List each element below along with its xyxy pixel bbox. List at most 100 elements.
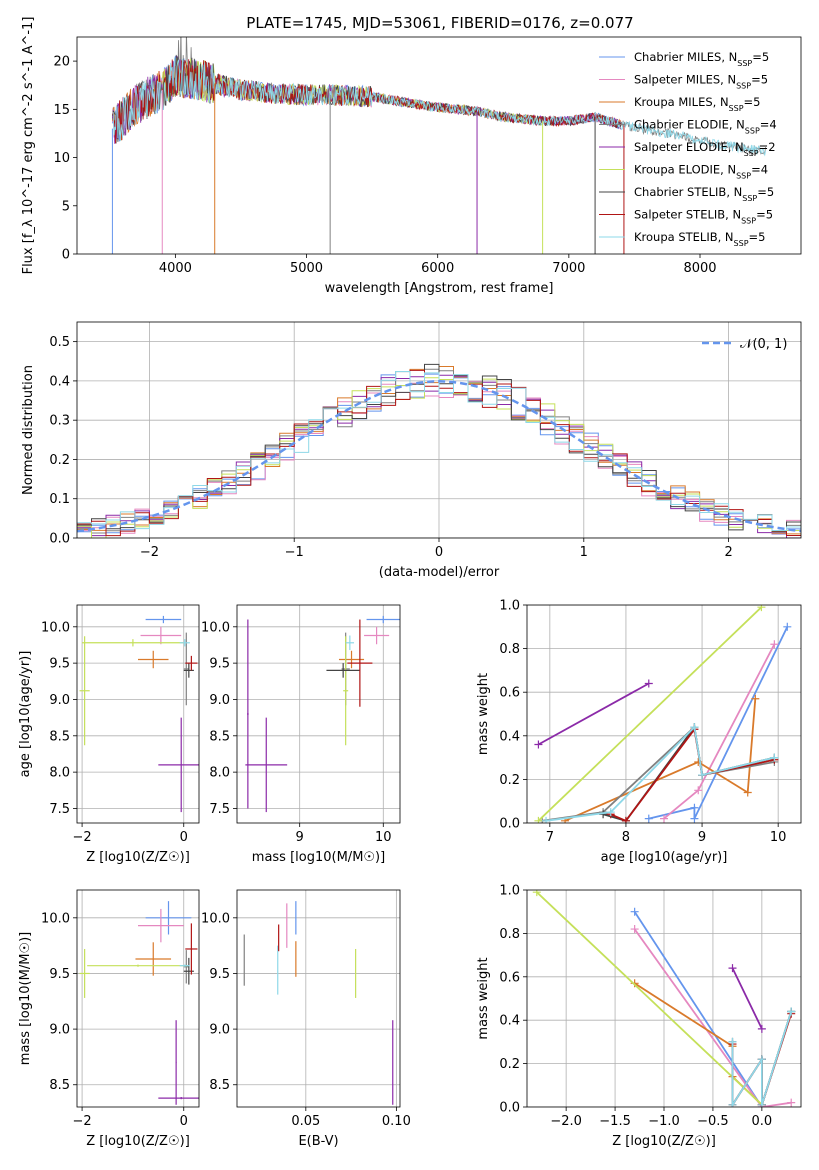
y-axis-label: mass [log10(M/M☉)] [18,932,33,1065]
x-tick-label: 0 [435,545,443,560]
x-tick-label: 5000 [290,261,323,276]
x-tick-label: 6000 [421,261,454,276]
y-tick-label: 0.2 [499,1057,520,1072]
y-tick-label: 5 [62,199,70,214]
chart-weight-vs-age: 7 8 9 10 0.0 0.2 0.4 0.6 0.8 1.0 age [log10(age/yr… [476,599,802,865]
legend-entry: 𝒩(0, 1) [740,337,787,352]
y-tick-label: 1.0 [499,599,520,614]
y-tick-label: 8.0 [49,766,70,781]
weight-line [537,606,763,822]
weight-marker [757,1055,766,1064]
weight-marker [644,814,653,823]
chart-age-vs-mass: 9 10 7.5 8.0 8.5 9.0 9.5 10.0 mass [log10(M/M☉)] [201,604,401,865]
weight-marker [743,788,752,797]
x-tick-label: 9 [698,830,706,845]
axes-frame [76,604,200,824]
axes-frame [236,889,401,1108]
x-tick-label: 2 [724,545,732,560]
legend-entry: Kroupa STELIB, NSSP=5 [634,230,765,248]
x-tick-label: 7000 [552,261,585,276]
x-tick-label: 0.0 [752,1114,773,1129]
y-tick-label: 0.2 [499,773,520,788]
y-tick-label: 9.5 [209,657,230,672]
weight-marker [606,808,615,817]
plot-area-mass-vs-Z [77,890,199,1107]
y-axis-label: mass weight [476,673,491,755]
weight-marker [787,1098,796,1107]
chart-mass-vs-ebv: 0.05 0.10 8.5 9.0 9.5 10.0 E(B-V) [201,889,411,1149]
axes-frame [526,604,802,824]
weight-line [633,911,763,1107]
y-tick-label: 10.0 [41,620,70,635]
y-tick-label: 10.0 [41,911,70,926]
x-tick-label: 10 [770,830,787,845]
weight-marker [534,740,543,749]
weight-marker [698,771,707,780]
plot-area-age-vs-Z [77,605,199,823]
y-tick-label: 7.5 [49,802,70,817]
weight-marker [690,814,699,823]
y-tick-label: 0.4 [499,1014,520,1029]
x-axis-label: Z [log10(Z/Z☉)] [612,1134,716,1149]
y-tick-label: 8.5 [209,1078,230,1093]
y-tick-label: 8.5 [209,729,230,744]
y-axis-label: mass weight [476,957,491,1039]
y-tick-label: 9.5 [49,657,70,672]
y-tick-label: 8.5 [49,1078,70,1093]
weight-marker [757,1024,766,1033]
spectrum-line [112,57,766,157]
x-tick-label: 0 [180,830,188,845]
x-tick-label: 9 [296,830,304,845]
y-tick-label: 0.1 [49,492,70,507]
histogram-series [77,380,801,535]
y-axis-label: age [log10(age/yr)] [18,651,33,778]
x-tick-label: −1.5 [599,1114,631,1129]
y-tick-label: 9.5 [49,967,70,982]
axes-frame [236,604,401,824]
legend-entry: Kroupa ELODIE, NSSP=4 [634,163,768,181]
weight-line [536,891,763,1106]
figure-title: PLATE=1745, MJD=53061, FIBERID=0176, z=0… [246,14,633,32]
x-tick-label: 8000 [683,261,716,276]
x-tick-label: 7 [546,830,554,845]
x-axis-label: age [log10(age/yr)] [601,850,728,865]
histogram-series [77,371,801,531]
y-tick-label: 0.4 [49,374,70,389]
y-tick-label: 9.0 [49,1023,70,1038]
weight-marker [630,907,639,916]
axes-frame [76,889,200,1108]
weight-marker [757,1100,766,1107]
weight-marker [751,694,760,703]
y-tick-label: 0.0 [499,1101,520,1116]
legend-entry: Salpeter MILES, NSSP=5 [634,73,768,91]
weight-marker [690,803,699,812]
weight-marker [690,723,699,732]
y-tick-label: 0.3 [49,414,70,429]
chart-spectrum: 4000 5000 6000 7000 8000 0 5 10 15 20 wavelength [… [21,17,802,296]
x-tick-label: −0.5 [697,1114,729,1129]
weight-marker [694,757,703,766]
chart-age-vs-Z: −2 0 7.5 8.0 8.5 9.0 9.5 10.0 Z [log10(Z/Z☉)] age… [18,604,200,865]
y-tick-label: 10 [53,151,70,166]
weight-marker [783,622,792,631]
x-tick-label: 0.10 [382,1114,411,1129]
x-axis-label: wavelength [Angstrom, rest frame] [325,281,554,296]
y-tick-label: 0.8 [499,927,520,942]
x-tick-label: 10 [375,830,392,845]
y-tick-label: 10.0 [201,911,230,926]
y-tick-label: 7.5 [209,802,230,817]
x-axis-label: mass [log10(M/M☉)] [252,850,385,865]
y-tick-label: 8.5 [49,729,70,744]
weight-marker [728,1037,737,1046]
y-tick-label: 9.0 [209,693,230,708]
y-tick-label: 0.5 [49,335,70,350]
weight-marker [728,964,737,973]
y-tick-label: 0.0 [499,817,520,832]
weight-line [537,682,650,746]
y-tick-label: 20 [53,55,70,70]
weight-line [542,725,775,822]
x-tick-label: −2 [72,1114,91,1129]
y-tick-label: 0.4 [499,729,520,744]
